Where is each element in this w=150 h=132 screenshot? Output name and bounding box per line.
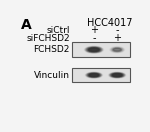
Ellipse shape	[112, 74, 122, 77]
Ellipse shape	[111, 73, 123, 77]
Ellipse shape	[87, 73, 101, 77]
Ellipse shape	[112, 48, 122, 52]
Text: FCHSD2: FCHSD2	[34, 45, 70, 54]
Ellipse shape	[89, 48, 99, 51]
Ellipse shape	[110, 72, 125, 78]
Ellipse shape	[110, 73, 124, 77]
Text: A: A	[21, 18, 32, 32]
Text: Vinculin: Vinculin	[34, 71, 70, 80]
Text: +: +	[90, 25, 98, 36]
Text: +: +	[113, 33, 121, 43]
Ellipse shape	[90, 74, 98, 76]
Ellipse shape	[88, 73, 100, 77]
Ellipse shape	[87, 73, 101, 77]
Ellipse shape	[113, 48, 121, 51]
Ellipse shape	[112, 74, 122, 77]
Ellipse shape	[87, 47, 101, 52]
Text: siFCHSD2: siFCHSD2	[26, 34, 70, 43]
Ellipse shape	[86, 47, 102, 53]
Ellipse shape	[113, 48, 121, 51]
Ellipse shape	[88, 48, 100, 52]
Ellipse shape	[89, 74, 99, 77]
Ellipse shape	[86, 72, 102, 78]
Text: HCC4017: HCC4017	[87, 18, 133, 28]
Text: -: -	[92, 33, 96, 43]
Ellipse shape	[113, 48, 121, 51]
Ellipse shape	[112, 48, 122, 51]
Ellipse shape	[86, 72, 102, 78]
Ellipse shape	[89, 48, 99, 51]
Bar	[72, 42, 130, 57]
Ellipse shape	[111, 73, 123, 77]
Text: -: -	[116, 25, 119, 36]
Ellipse shape	[85, 46, 103, 53]
Ellipse shape	[88, 48, 100, 52]
Bar	[72, 68, 130, 82]
Text: siCtrl: siCtrl	[46, 26, 70, 35]
Ellipse shape	[111, 73, 124, 77]
Ellipse shape	[85, 47, 102, 53]
Ellipse shape	[89, 74, 99, 77]
Ellipse shape	[112, 48, 123, 52]
Ellipse shape	[88, 73, 100, 77]
Ellipse shape	[89, 48, 99, 51]
Ellipse shape	[87, 47, 101, 52]
Ellipse shape	[112, 74, 122, 76]
Ellipse shape	[109, 72, 125, 78]
Ellipse shape	[113, 74, 121, 76]
Ellipse shape	[89, 74, 99, 76]
